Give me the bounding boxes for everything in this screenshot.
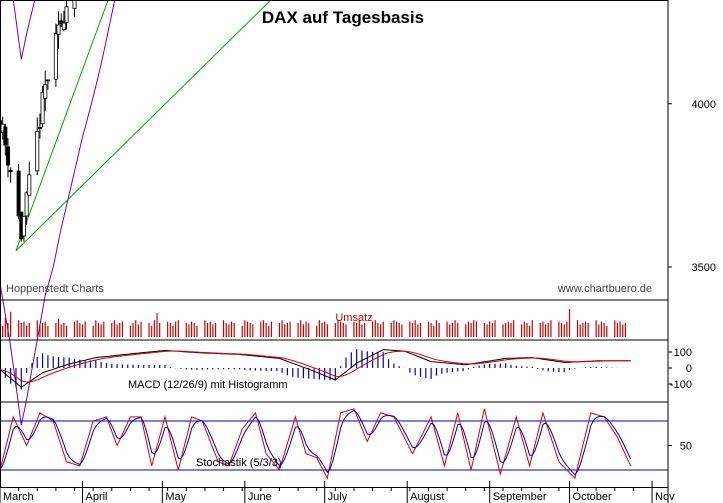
bollinger-lower-band (0, 0, 116, 426)
volume-panel (0, 309, 627, 337)
macd-y-tick-label: 100 (674, 347, 692, 359)
x-tick-label: April (86, 491, 108, 503)
candle-body (24, 192, 29, 217)
x-tick-label: June (248, 491, 272, 503)
stochastik-d-line (0, 409, 632, 476)
candle-body (64, 6, 69, 23)
x-tick-label: October (573, 491, 612, 503)
volume-label: Umsatz (335, 312, 372, 324)
candle-body (45, 79, 50, 82)
y-tick-label: 4000 (692, 99, 716, 111)
trendline (15, 0, 272, 252)
stochastik-y-tick-label: 50 (680, 441, 692, 453)
stochastik-panel: 50 (0, 408, 692, 480)
x-tick-label: May (165, 491, 186, 503)
x-tick-label: July (328, 491, 348, 503)
candle-body (35, 131, 40, 172)
candle-body (43, 84, 48, 99)
x-tick-label: March (3, 491, 34, 503)
macd-signal-line (0, 350, 631, 383)
macd-y-tick-label: -100 (670, 379, 692, 391)
x-axis: March April May June July August September Octo… (0, 481, 675, 503)
candle-body (40, 91, 45, 125)
macd-y-tick-label: 0 (686, 363, 692, 375)
macd-label: MACD (12/26/9) mit Histogramm (128, 379, 288, 391)
candle-body (21, 215, 26, 237)
candle-body (16, 170, 21, 217)
candle-body (37, 127, 42, 129)
candle-body (3, 126, 8, 146)
stochastik-label: Stochastik (5/3/3) (196, 457, 282, 469)
stochastik-k-line (0, 408, 632, 480)
candle-body (56, 24, 61, 35)
chart-frame (0, 0, 669, 503)
source-right-label: www.chartbuero.de (557, 283, 652, 295)
y-tick-label: 3500 (692, 262, 716, 274)
price-panel: 350040004500500055006000 (0, 0, 716, 426)
candle-body (5, 146, 10, 166)
candle-body (27, 174, 32, 196)
x-tick-label: Nov (655, 491, 675, 503)
source-left-label: Hoppenstedt Charts (6, 283, 104, 295)
candle-body (72, 0, 77, 9)
candle-body (8, 170, 13, 173)
candle-body (53, 33, 58, 80)
x-tick-label: September (493, 491, 547, 503)
chart-title: DAX auf Tagesbasis (262, 8, 424, 27)
x-tick-label: August (410, 491, 444, 503)
candle-body (59, 20, 64, 25)
macd-panel: 100 0 -100 (0, 347, 692, 391)
candle-body (61, 22, 66, 31)
